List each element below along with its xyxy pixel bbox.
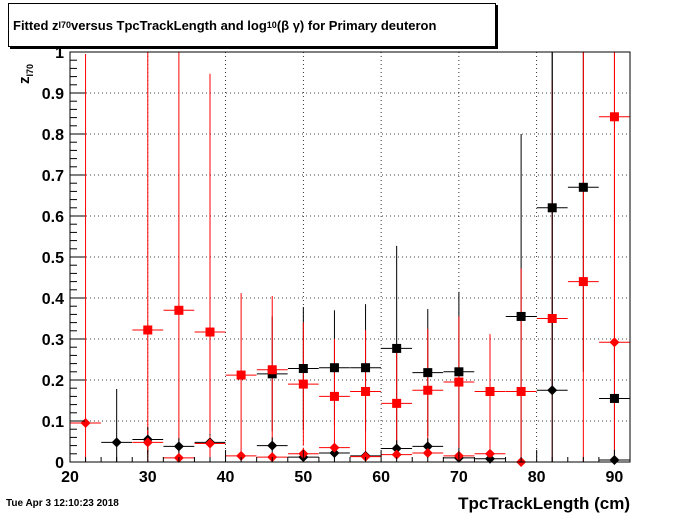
square-marker — [578, 182, 588, 192]
square-marker — [329, 391, 339, 401]
square-marker — [485, 386, 495, 396]
square-marker — [547, 314, 557, 323]
y-tick-label: 0.8 — [42, 127, 64, 144]
x-tick-label: 70 — [450, 469, 468, 486]
square-marker — [361, 363, 371, 373]
y-tick-label: 0.4 — [42, 291, 64, 308]
diamond-marker — [329, 447, 340, 458]
y-tick-label: 0.2 — [42, 373, 64, 390]
square-marker — [609, 112, 619, 122]
square-marker — [547, 203, 557, 213]
square-marker — [236, 370, 246, 380]
x-tick-label: 60 — [372, 469, 390, 486]
y-tick-label: 0.6 — [42, 209, 64, 226]
square-marker — [174, 305, 184, 315]
title-text-pre: Fitted z — [13, 17, 59, 33]
diamond-marker — [173, 441, 184, 452]
title-text-post: (β γ) for Primary deuteron — [276, 17, 437, 33]
square-marker — [516, 386, 526, 396]
y-tick-label: 1 — [55, 45, 64, 62]
square-marker — [609, 393, 619, 403]
square-marker — [298, 364, 308, 374]
y-tick-label: 0.3 — [42, 332, 64, 349]
square-marker — [205, 327, 215, 337]
x-tick-label: 90 — [606, 469, 624, 486]
y-axis-label-sub: I70 — [25, 63, 35, 77]
square-marker — [298, 379, 308, 389]
square-marker — [423, 368, 433, 378]
y-tick-label: 0 — [55, 455, 64, 472]
diamond-marker — [80, 418, 91, 429]
square-marker — [454, 377, 464, 387]
square-marker — [329, 363, 339, 373]
diamond-marker — [329, 442, 340, 453]
square-marker — [392, 343, 402, 353]
diamond-marker — [142, 437, 153, 448]
y-tick-label: 0.5 — [42, 250, 64, 267]
x-tick-label: 80 — [528, 469, 546, 486]
diamond-marker — [205, 438, 215, 449]
y-tick-label: 0.1 — [42, 414, 64, 431]
grid-lines — [69, 51, 630, 463]
square-marker — [361, 386, 371, 396]
y-axis-label: zI70 — [16, 64, 35, 84]
y-tick-label: 0.7 — [42, 168, 64, 185]
square-marker — [423, 385, 433, 395]
square-marker — [267, 365, 277, 375]
square-marker — [454, 367, 464, 377]
square-marker — [143, 325, 153, 335]
y-tick-label: 0.9 — [42, 86, 64, 103]
square-marker — [516, 311, 526, 321]
diamond-marker — [360, 451, 371, 462]
diamond-marker — [236, 450, 247, 461]
tick-labels: 20 30 40 50 60 70 80 90 0 0.1 0.2 0.3 0.4 0.5 0.6 0.7 0.… — [42, 45, 624, 486]
y-axis-label-main: z — [16, 76, 33, 85]
diamond-marker — [422, 441, 433, 452]
title-sub-2: 10 — [266, 20, 277, 30]
x-tick-label: 20 — [61, 469, 79, 486]
chart-title: Fitted z I70 versus TpcTrackLength and lo… — [8, 3, 496, 47]
x-tick-label: 40 — [217, 469, 235, 486]
title-sub-1: I70 — [58, 20, 72, 30]
square-marker — [578, 277, 588, 287]
diamond-marker — [267, 440, 278, 451]
title-text-mid: versus TpcTrackLength and log — [71, 17, 267, 33]
axis-ticks — [69, 51, 631, 463]
diamond-marker — [422, 447, 433, 458]
diamond-marker — [485, 448, 495, 459]
data-markers — [80, 112, 620, 467]
diamond-marker — [391, 443, 402, 454]
x-axis-label: TpcTrackLength (cm) — [458, 494, 630, 513]
diamond-marker — [391, 449, 402, 460]
square-marker — [392, 398, 402, 408]
diamond-marker — [111, 437, 122, 448]
diamond-marker — [609, 337, 620, 348]
x-tick-label: 30 — [139, 469, 157, 486]
x-tick-label: 50 — [294, 469, 312, 486]
diamond-marker — [547, 385, 558, 396]
timestamp: Tue Apr 3 12:10:23 2018 — [6, 498, 119, 509]
